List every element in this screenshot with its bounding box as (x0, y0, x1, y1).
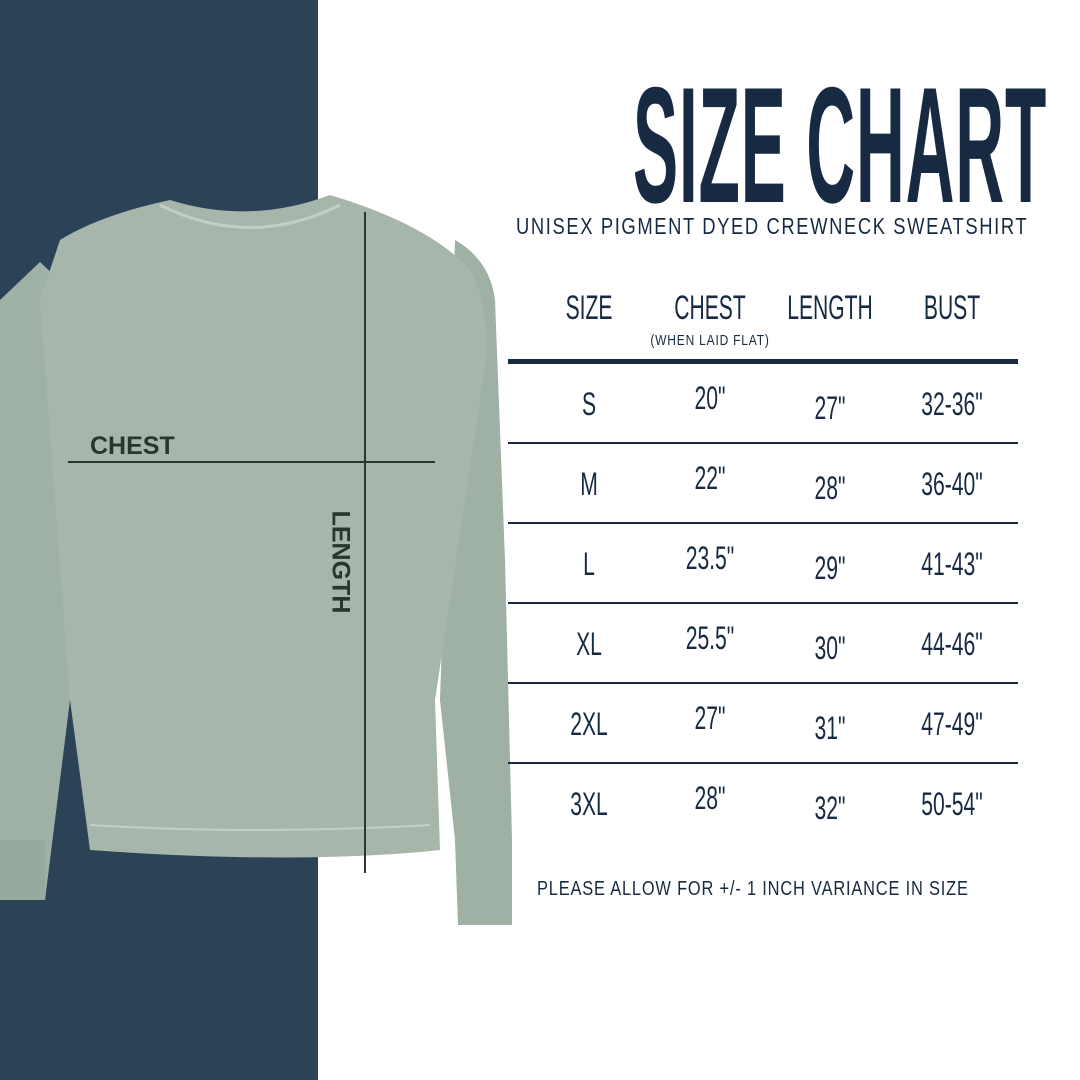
length-label: LENGTH (326, 510, 355, 614)
hem-seam (89, 824, 431, 831)
sweatshirt-body (40, 195, 487, 858)
row-divider (508, 602, 1018, 604)
cell-bust: 50-54" (921, 786, 983, 822)
cell-bust: 36-40" (921, 466, 983, 502)
product-subtitle: UNISEX PIGMENT DYED CREWNECK SWEATSHIRT (516, 213, 1029, 239)
cell-length: 29" (814, 550, 846, 586)
cell-size: 3XL (570, 786, 608, 822)
cell-bust: 41-43" (921, 546, 983, 582)
row-divider (508, 762, 1018, 764)
header-chest: CHEST (674, 289, 746, 327)
cell-length: 27" (814, 390, 846, 426)
header-size: SIZE (565, 289, 613, 327)
cell-chest: 25.5" (685, 620, 735, 656)
cell-bust: 44-46" (921, 626, 983, 662)
cell-size: M (580, 466, 598, 502)
cell-size: S (581, 386, 597, 422)
header-bust: BUST (923, 289, 981, 327)
left-cuff (0, 840, 45, 900)
cell-length: 31" (814, 710, 846, 746)
cell-length: 28" (814, 470, 846, 506)
cell-length: 30" (814, 630, 846, 666)
page-title: SIZE CHART (633, 53, 1048, 237)
cell-length: 32" (814, 790, 846, 826)
cell-chest: 20" (694, 380, 726, 416)
chest-label: CHEST (90, 432, 175, 460)
cell-bust: 32-36" (921, 386, 983, 422)
collar-seam (159, 203, 341, 229)
variance-note: PLEASE ALLOW FOR +/- 1 INCH VARIANCE IN … (537, 878, 969, 900)
cell-bust: 47-49" (921, 706, 983, 742)
chest-note: (WHEN LAID FLAT) (650, 332, 770, 349)
cell-size: 2XL (570, 706, 608, 742)
cell-chest: 23.5" (685, 540, 735, 576)
cell-chest: 22" (694, 460, 726, 496)
sweatshirt-illustration (0, 195, 512, 925)
row-divider (508, 522, 1018, 524)
row-divider (508, 682, 1018, 684)
header-length: LENGTH (787, 289, 873, 327)
header-divider (508, 359, 1018, 364)
cell-chest: 28" (694, 780, 726, 816)
cell-size: L (583, 546, 595, 582)
cell-chest: 27" (694, 700, 726, 736)
cell-size: XL (576, 626, 602, 662)
row-divider (508, 442, 1018, 444)
